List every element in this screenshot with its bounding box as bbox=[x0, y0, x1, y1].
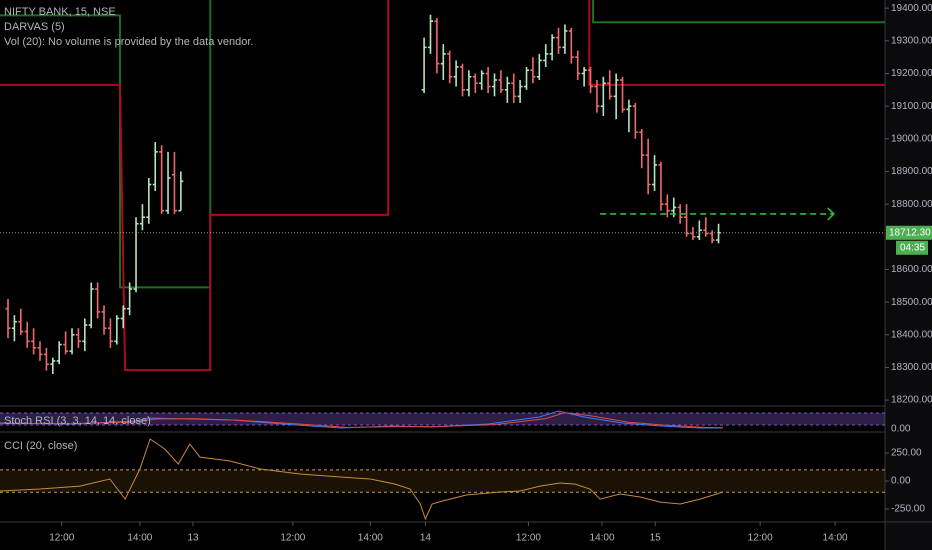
cci-tick-label: 0.00 bbox=[891, 476, 911, 487]
y-tick-label: 19400.00 bbox=[891, 3, 932, 14]
cci-tick-label: 250.00 bbox=[891, 448, 922, 459]
stoch-band bbox=[0, 413, 885, 425]
y-tick-label: 19300.00 bbox=[891, 35, 932, 46]
y-tick-label: 18900.00 bbox=[891, 166, 932, 177]
last-price-label: 18712.30 bbox=[889, 227, 931, 238]
darvas-line bbox=[0, 0, 885, 289]
x-tick-label: 12:00 bbox=[49, 533, 74, 544]
y-tick-label: 18800.00 bbox=[891, 199, 932, 210]
y-tick-label: 19100.00 bbox=[891, 101, 932, 112]
stoch-title: Stoch RSI (3, 3, 14, 14, close) bbox=[4, 415, 151, 427]
x-tick-label: 12:00 bbox=[280, 533, 305, 544]
stoch-line bbox=[0, 412, 724, 429]
last-price-box bbox=[886, 225, 932, 240]
legend-line: DARVAS (5) bbox=[4, 21, 65, 33]
price-axis-bg bbox=[885, 0, 932, 550]
x-tick-label: 14:00 bbox=[127, 533, 152, 544]
y-tick-label: 18300.00 bbox=[891, 362, 932, 373]
overlay: NIFTY BANK, 15, NSE DARVAS (5) Vol (20):… bbox=[0, 3, 932, 544]
x-tick-label: 12:00 bbox=[516, 533, 541, 544]
x-tick-label: 15 bbox=[650, 533, 662, 544]
target-arrowhead bbox=[827, 207, 835, 221]
chart-title: NIFTY BANK, 15, NSE bbox=[4, 6, 116, 18]
x-tick-label: 12:00 bbox=[748, 533, 773, 544]
cci-tick-label: -250.00 bbox=[891, 504, 925, 515]
legend-line: Vol (20): No volume is provided by the d… bbox=[4, 36, 253, 48]
x-tick-label: 14 bbox=[420, 533, 432, 544]
darvas-line bbox=[0, 0, 885, 372]
y-tick-label: 19200.00 bbox=[891, 68, 932, 79]
stoch-tick-label: 0.00 bbox=[891, 424, 911, 435]
x-tick-label: 14:00 bbox=[823, 533, 848, 544]
y-tick-label: 19000.00 bbox=[891, 133, 932, 144]
cci-title: CCI (20, close) bbox=[4, 440, 77, 452]
cci-band bbox=[0, 469, 885, 493]
x-tick-label: 13 bbox=[187, 533, 199, 544]
x-tick-label: 14:00 bbox=[590, 533, 615, 544]
cci-line bbox=[0, 438, 724, 521]
y-tick-label: 18400.00 bbox=[891, 329, 932, 340]
x-tick-label: 14:00 bbox=[358, 533, 383, 544]
y-tick-label: 18500.00 bbox=[891, 297, 932, 308]
y-tick-label: 18200.00 bbox=[891, 395, 932, 406]
main-pane bbox=[0, 0, 885, 374]
countdown-box bbox=[896, 240, 928, 255]
y-tick-label: 18600.00 bbox=[891, 264, 932, 275]
countdown-label: 04:35 bbox=[900, 242, 925, 253]
